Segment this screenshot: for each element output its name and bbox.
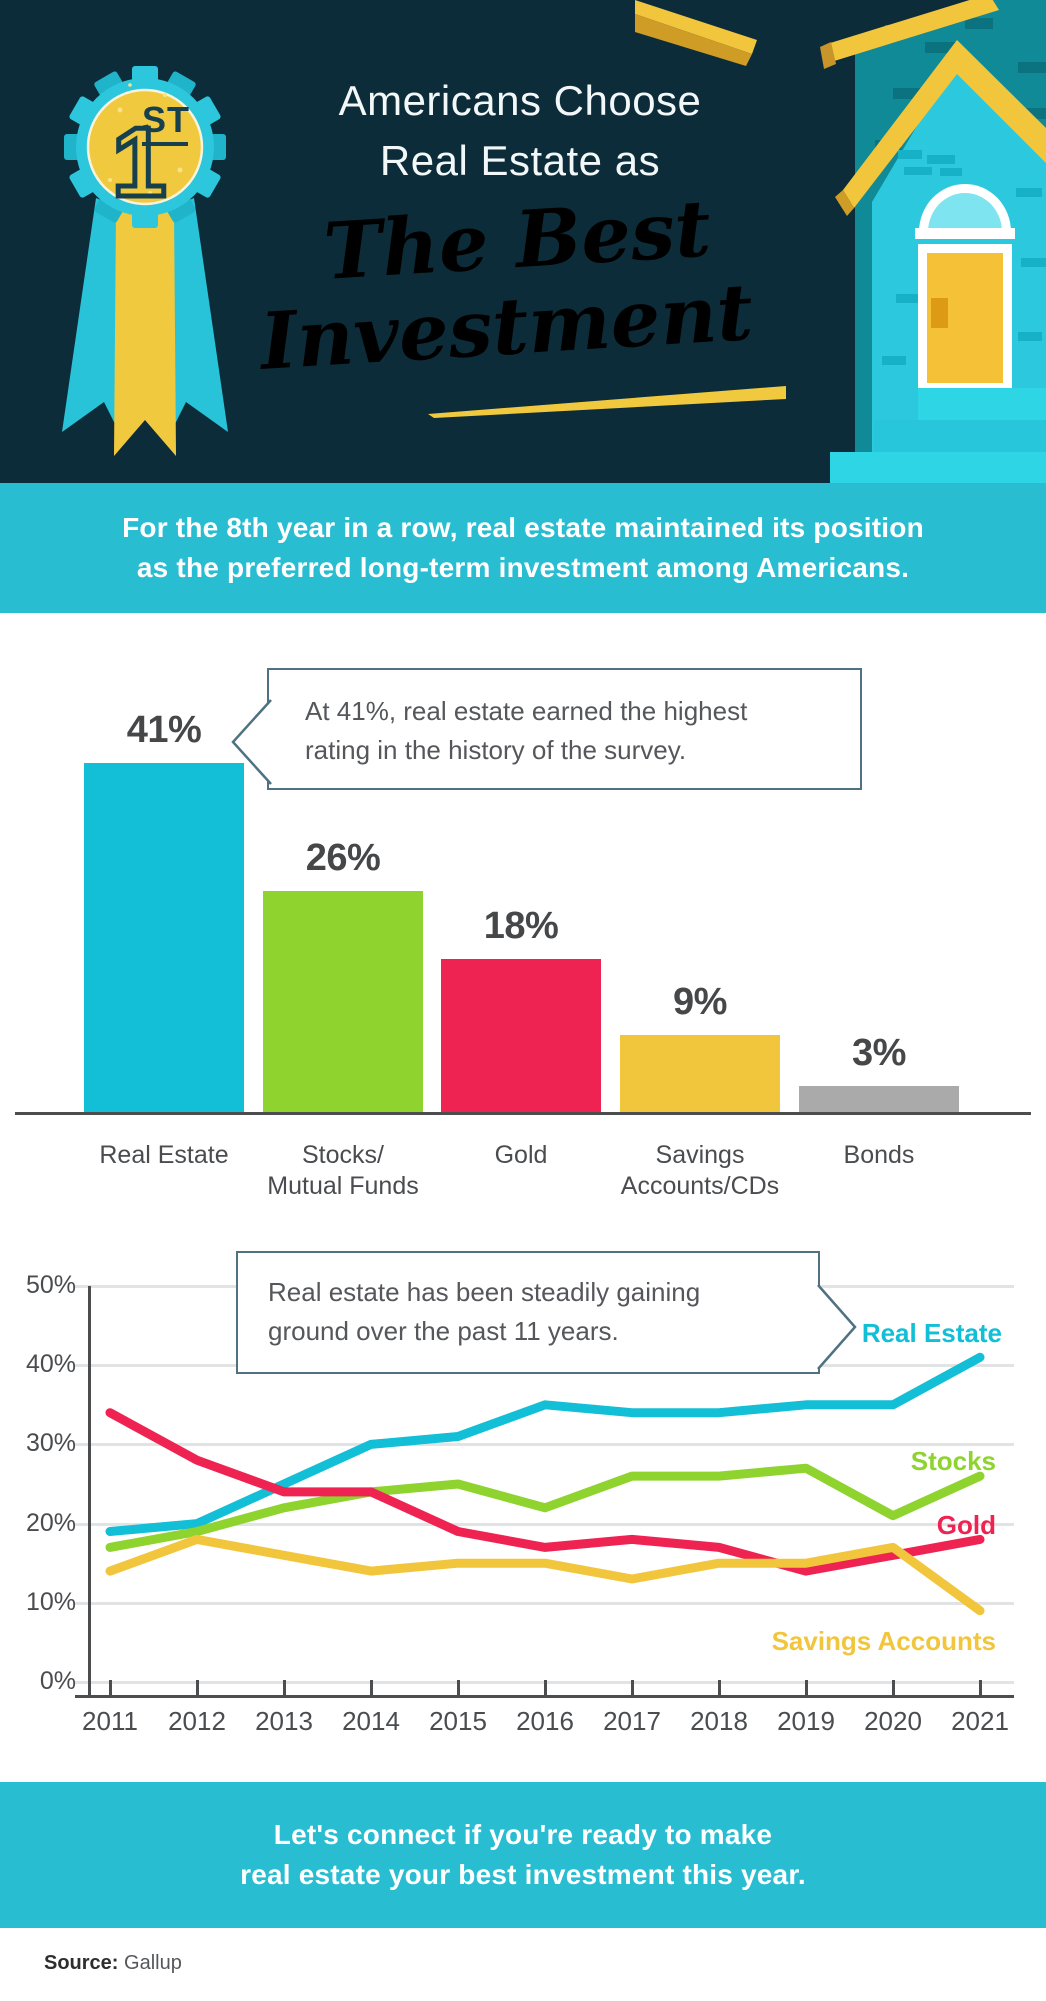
bar-category-line: Accounts/CDs [620, 1172, 780, 1200]
arch-window [915, 184, 1015, 239]
front-door [918, 244, 1012, 390]
title-line1: Americans Choose [338, 77, 702, 124]
x-axis-tick [196, 1680, 199, 1695]
x-axis-label: 2013 [255, 1706, 313, 1736]
badge-rank-text: 1 [112, 107, 167, 217]
badge-rank-suffix: ST [142, 99, 190, 140]
bar-category-line: Bonds [843, 1141, 915, 1169]
bar-callout-line1: At 41%, real estate earned the highest [305, 696, 748, 726]
x-axis-tick [544, 1680, 547, 1695]
x-axis-line [75, 1695, 1014, 1698]
header-artwork: 1 ST [62, 0, 1046, 483]
bar-0 [84, 763, 244, 1112]
legend-stocks: Stocks [910, 1446, 996, 1476]
x-axis-tick [718, 1680, 721, 1695]
x-axis-tick [805, 1680, 808, 1695]
legend-real-estate: Real Estate [861, 1318, 1002, 1348]
x-axis-label: 2020 [864, 1706, 922, 1736]
x-axis-tick [283, 1680, 286, 1695]
x-axis-label: 2019 [777, 1706, 835, 1736]
bar-callout-line2: rating in the history of the survey. [305, 735, 687, 765]
intro-banner: For the 8th year in a row, real estate m… [0, 483, 1046, 613]
legend-gold: Gold [936, 1510, 996, 1540]
x-axis-label: 2012 [168, 1706, 226, 1736]
y-axis-line [88, 1286, 91, 1698]
x-axis-label: 2016 [516, 1706, 574, 1736]
series-line-savings-accounts [105, 1534, 985, 1616]
line-callout-pointer [817, 1284, 857, 1370]
bar-4 [799, 1086, 959, 1112]
y-axis-label: 20% [25, 1509, 76, 1537]
gridline-10% [75, 1602, 1014, 1605]
x-axis-label: 2011 [82, 1706, 138, 1736]
source-line: Source: Gallup [44, 1952, 182, 1975]
line-callout-line2: ground over the past 11 years. [268, 1316, 619, 1346]
rosette: 1 ST [64, 66, 226, 228]
bar-category-label: Stocks/Mutual Funds [233, 1140, 453, 1202]
bar-2 [441, 959, 601, 1112]
bar-category-label: Real Estate [54, 1140, 274, 1171]
bar-value-label: 3% [852, 1032, 906, 1074]
bar-category-label: Gold [411, 1140, 631, 1171]
x-axis-tick [979, 1680, 982, 1695]
bar-category-line: Savings [655, 1141, 745, 1169]
x-axis-label: 2014 [342, 1706, 400, 1736]
x-axis-tick [370, 1680, 373, 1695]
bar-1 [263, 891, 423, 1112]
header: 1 ST [0, 0, 1046, 483]
x-axis-label: 2017 [603, 1706, 661, 1736]
gridline-30% [75, 1443, 1014, 1446]
award-ribbon-icon: 1 ST [62, 66, 228, 456]
source-value: Gallup [124, 1952, 182, 1974]
intro-banner-line1: For the 8th year in a row, real estate m… [122, 512, 924, 543]
x-axis-tick [457, 1680, 460, 1695]
bar-category-line: Gold [494, 1141, 548, 1169]
front-steps [830, 388, 1046, 483]
bar-category-line: Mutual Funds [267, 1172, 419, 1200]
underline-swoosh [428, 386, 786, 418]
bar-category-line: Stocks/ [302, 1141, 384, 1169]
bar-3 [620, 1035, 780, 1112]
title-line2: Real Estate as [379, 137, 661, 184]
outro-banner: Let's connect if you're ready to make re… [0, 1782, 1046, 1928]
series-line-stocks [105, 1463, 985, 1552]
bar-value-label: 26% [305, 837, 381, 879]
bar-category-label: Savings Accounts/CDs [590, 1140, 810, 1202]
x-axis-label: 2021 [951, 1706, 1009, 1736]
bar-value-label: 9% [673, 981, 727, 1023]
x-axis-label: 2015 [429, 1706, 487, 1736]
bar-callout-pointer [231, 699, 272, 785]
outro-banner-line1: Let's connect if you're ready to make [273, 1819, 773, 1850]
y-axis-label: 30% [25, 1429, 76, 1457]
x-axis-tick [631, 1680, 634, 1695]
line-callout-line1: Real estate has been steadily gaining [268, 1277, 701, 1307]
bar-chart-baseline [15, 1112, 1031, 1115]
line-chart-callout: Real estate has been steadily gaining gr… [236, 1251, 820, 1374]
bar-value-label: 41% [126, 709, 202, 751]
legend-savings-accounts: Savings Accounts [771, 1626, 996, 1656]
y-axis-label: 0% [39, 1667, 76, 1695]
y-axis-label: 50% [25, 1271, 76, 1299]
outro-banner-line2: real estate your best investment this ye… [240, 1859, 806, 1890]
bar-category-label: Bonds [769, 1140, 989, 1171]
bar-chart-callout: At 41%, real estate earned the highest r… [267, 668, 862, 790]
source-label: Source: [44, 1952, 119, 1974]
series-line-gold [105, 1408, 985, 1576]
x-axis-tick [109, 1680, 112, 1695]
gridline-20% [75, 1523, 1014, 1526]
y-axis-label: 10% [25, 1588, 76, 1616]
x-axis-label: 2018 [690, 1706, 748, 1736]
y-axis-label: 40% [25, 1350, 76, 1378]
intro-banner-line2: as the preferred long-term investment am… [136, 552, 910, 583]
bar-category-line: Real Estate [99, 1141, 229, 1169]
x-axis-tick [892, 1680, 895, 1695]
house-illustration [635, 0, 1046, 483]
bar-value-label: 18% [483, 905, 559, 947]
